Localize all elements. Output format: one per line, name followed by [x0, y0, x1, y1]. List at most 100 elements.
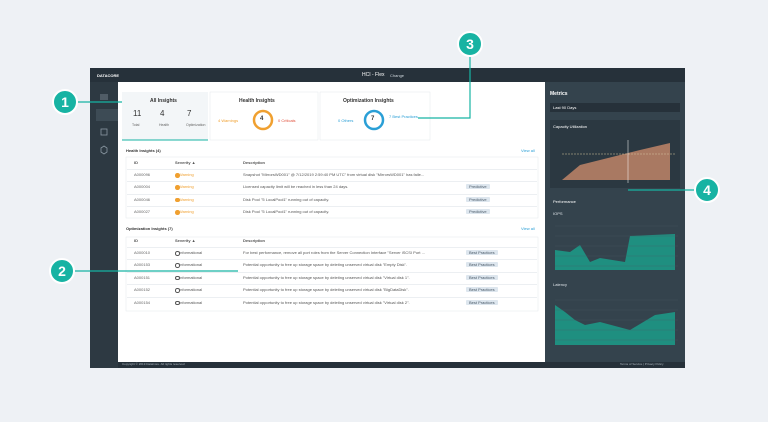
column-header: Severity ▲: [175, 160, 196, 165]
card: [122, 92, 208, 140]
chart-label: Latency: [553, 282, 568, 287]
column-header: ID: [134, 160, 138, 165]
callout: 2: [49, 258, 75, 284]
description[interactable]: Potential opportunity to free up storage…: [243, 262, 408, 268]
severity: Informational: [175, 287, 202, 293]
row-divider: [127, 259, 537, 261]
severity: Informational: [175, 250, 202, 256]
panel-title: Metrics: [550, 91, 568, 97]
description[interactable]: For best performance, remove all port ro…: [243, 250, 425, 255]
row-id: A000004: [134, 184, 151, 190]
row-id: A000027: [134, 209, 151, 215]
row-divider: [127, 169, 537, 170]
table-title: Health Insights (4): [126, 148, 161, 153]
change-link[interactable]: Change: [390, 73, 405, 78]
description[interactable]: Disk Pool "5 LocalPool1" running out of …: [243, 209, 330, 215]
description[interactable]: Snapshot "MirrorsWD001" @ 7/12/2019 2:59…: [243, 172, 425, 177]
row-id: A000154: [134, 299, 151, 305]
stat-value: 11: [133, 109, 142, 118]
severity: Informational: [175, 300, 202, 306]
severity: Warning: [175, 184, 194, 190]
severity-icon: [175, 185, 180, 190]
callout-lines: [75, 57, 694, 272]
stat-label: Total: [132, 123, 140, 127]
criticals[interactable]: 0 Criticals: [278, 118, 296, 123]
column-header: ID: [134, 238, 138, 243]
tag: Best Practices: [466, 287, 498, 293]
best-practices[interactable]: 7 Best Practices: [389, 114, 418, 119]
tag: Predictive: [466, 196, 490, 202]
severity: Informational: [175, 262, 202, 268]
row-divider: [127, 296, 537, 298]
optimization-count: 7: [371, 116, 375, 122]
row-id: A000096: [134, 172, 151, 177]
severity-icon: [175, 173, 180, 178]
row-divider: [127, 284, 537, 286]
card-title: All Insights: [150, 98, 177, 104]
severity-icon: [175, 197, 180, 203]
card: [209, 91, 319, 141]
page-title: HCI - Flex: [362, 72, 385, 78]
row-id: A000153: [134, 262, 151, 268]
row-id: A000151: [134, 274, 151, 280]
description[interactable]: Potential opportunity to free up storage…: [243, 274, 410, 280]
severity-icon: [175, 288, 180, 293]
health-count: 4: [260, 116, 264, 122]
callout: 3: [457, 31, 483, 57]
sidebar: [90, 82, 118, 368]
tag: Best Practices: [466, 299, 498, 305]
latency-area: [555, 305, 675, 345]
row-divider: [127, 271, 537, 273]
others[interactable]: 0 Others: [338, 118, 354, 123]
card-title: Optimization Insights: [343, 98, 394, 104]
dropdown: [550, 103, 680, 112]
logo: DATACORE: [97, 73, 120, 78]
column-header: Description: [243, 238, 266, 243]
tag: Best Practices: [466, 262, 498, 268]
tag: Best Practices: [466, 250, 498, 255]
row-divider: [127, 247, 537, 248]
row-divider: [127, 181, 537, 183]
severity-icon: [175, 210, 180, 215]
optimization-ring: [363, 109, 385, 131]
description[interactable]: Potential opportunity to free up storage…: [243, 299, 410, 305]
row-divider: [127, 206, 537, 208]
warnings[interactable]: 4 Warnings: [218, 118, 239, 123]
capacity-area: [562, 143, 670, 180]
severity-icon: [175, 251, 180, 256]
section-title: Performance: [553, 199, 576, 204]
stat-value: 7: [187, 109, 192, 118]
iops-area: [555, 234, 675, 270]
health-ring: [252, 109, 274, 131]
description[interactable]: Potential opportunity to free up storage…: [243, 287, 409, 293]
footer-links[interactable]: Terms of Service | Privacy Policy: [620, 362, 664, 366]
severity: Warning: [175, 172, 194, 178]
tag: Best Practices: [466, 274, 498, 280]
copyright: Copyright © 2019 DataCore. All rights re…: [122, 362, 185, 366]
tag: Predictive: [466, 209, 490, 215]
card-title: Health Insights: [239, 98, 275, 104]
description[interactable]: Licensed capacity limit will be reached …: [243, 184, 349, 190]
chart-grid: [555, 225, 678, 341]
section-title: Capacity Utilization: [553, 124, 588, 129]
description[interactable]: Disk Pool "5 LocalPool1" running out of …: [243, 196, 330, 202]
table-title: Optimization Insights (7): [126, 226, 173, 231]
severity: Informational: [175, 275, 202, 281]
column-header: Description: [243, 160, 266, 165]
column-header: Severity ▲: [175, 238, 196, 243]
row-id: A000010: [134, 250, 151, 255]
sidebar-active: [96, 109, 118, 121]
row-divider: [127, 193, 537, 195]
range-select[interactable]: Last 90 Days: [553, 105, 577, 110]
severity-icon: [175, 275, 180, 281]
callout: 1: [52, 89, 78, 115]
view-all[interactable]: View all: [521, 148, 535, 153]
view-all[interactable]: View all: [521, 226, 535, 231]
chart-label: IOPS: [553, 211, 563, 216]
stat-label: Health: [159, 123, 170, 127]
stat-value: 4: [160, 109, 165, 118]
table-frame: [125, 156, 539, 219]
card: [319, 91, 431, 141]
